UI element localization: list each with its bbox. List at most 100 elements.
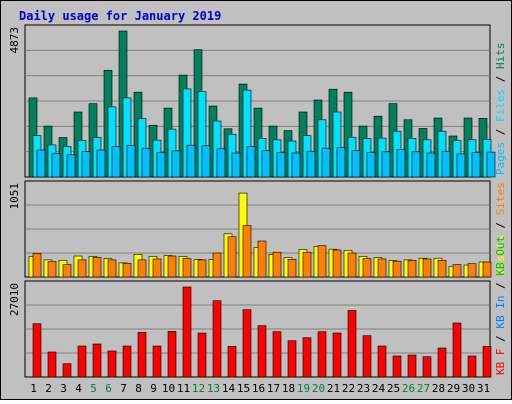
bar-kb-f	[242, 309, 252, 378]
x-tick-label: 9	[150, 382, 157, 395]
y-tick-label: 27010	[8, 283, 21, 316]
bar-pages	[471, 152, 481, 178]
bar-kb-f	[212, 300, 222, 378]
x-tick-label: 14	[222, 382, 236, 395]
x-tick-label: 22	[342, 382, 355, 395]
legend-separator: /	[494, 276, 507, 296]
x-tick-label: 1	[30, 382, 37, 395]
bar-kb-f	[272, 331, 282, 378]
bar-pages	[141, 147, 151, 178]
bar-pages	[66, 154, 76, 178]
bar-kb-f	[47, 351, 57, 378]
bar-pages	[396, 149, 406, 178]
bar-sites	[32, 253, 42, 278]
bar-sites	[137, 259, 147, 278]
x-tick-label: 31	[477, 382, 490, 395]
bar-pages	[261, 150, 271, 178]
bar-kb-f	[332, 332, 342, 378]
bar-sites	[197, 259, 207, 278]
bar-sites	[227, 236, 237, 278]
legend-item: Files	[494, 89, 507, 122]
bar-sites	[212, 252, 222, 278]
bar-sites	[167, 255, 177, 278]
legend-top: Pages / Files / Hits	[494, 43, 507, 176]
bar-pages	[306, 150, 316, 178]
bar-sites	[242, 225, 252, 278]
bar-kb-f	[182, 286, 192, 378]
bar-pages	[321, 147, 331, 178]
bar-kb-f	[482, 345, 492, 378]
bar-kb-f	[302, 337, 312, 378]
legend-bottom: KB F / KB In / KB Out	[494, 236, 507, 375]
legend-middle: Visits / Sites	[494, 182, 507, 275]
bar-sites	[377, 258, 387, 278]
bar-pages	[411, 151, 421, 178]
bar-sites	[422, 258, 432, 278]
legend-item: KB Out	[494, 236, 507, 276]
bar-kb-f	[32, 323, 42, 378]
bar-kb-f	[317, 331, 327, 378]
x-tick-label: 29	[447, 382, 460, 395]
x-tick-label: 2	[45, 382, 52, 395]
x-tick-label: 27	[417, 382, 430, 395]
bar-sites	[317, 245, 327, 278]
x-tick-label: 30	[462, 382, 475, 395]
bar-sites	[152, 258, 162, 278]
x-tick-label: 15	[237, 382, 250, 395]
bar-kb-f	[227, 345, 237, 378]
x-tick-label: 19	[297, 382, 310, 395]
x-tick-label: 8	[135, 382, 142, 395]
bar-sites	[452, 264, 462, 278]
y-tick-label: 4873	[8, 27, 21, 54]
bar-sites	[107, 259, 117, 278]
bar-sites	[77, 259, 87, 278]
bar-pages	[246, 146, 256, 178]
bar-pages	[291, 152, 301, 178]
bar-kb-f	[362, 335, 372, 378]
bar-pages	[366, 152, 376, 178]
legend-item: Visits	[494, 235, 507, 275]
bar-pages	[96, 149, 106, 178]
bar-kb-f	[257, 325, 267, 378]
bar-pages	[336, 147, 346, 178]
x-tick-label: 25	[387, 382, 400, 395]
legend-separator: /	[494, 329, 507, 349]
y-tick-label: 1051	[8, 183, 21, 210]
x-tick-label: 17	[267, 382, 280, 395]
bar-pages	[351, 150, 361, 178]
chart-title: Daily usage for January 2019	[19, 9, 221, 23]
bar-kb-f	[197, 332, 207, 378]
bar-sites	[122, 262, 132, 278]
x-tick-label: 18	[282, 382, 295, 395]
bar-kb-f	[347, 310, 357, 378]
bar-kb-f	[77, 345, 87, 378]
bar-kb-f	[62, 363, 72, 378]
bar-pages	[36, 149, 46, 178]
x-tick-label: 20	[312, 382, 325, 395]
x-tick-label: 23	[357, 382, 370, 395]
x-tick-label: 7	[120, 382, 127, 395]
bar-sites	[407, 259, 417, 278]
bar-sites	[62, 264, 72, 278]
bar-kb-f	[152, 345, 162, 378]
bar-sites	[302, 251, 312, 278]
bar-pages	[51, 153, 61, 178]
bar-sites	[392, 260, 402, 278]
legend-separator: /	[494, 69, 507, 89]
x-tick-label: 13	[207, 382, 220, 395]
bar-kb-f	[392, 355, 402, 378]
bar-pages	[171, 150, 181, 178]
bar-sites	[332, 249, 342, 278]
bar-kb-f	[137, 331, 147, 378]
bar-kb-f	[452, 322, 462, 378]
legend-item: KB In	[494, 296, 507, 329]
bar-pages	[111, 146, 121, 178]
bar-pages	[156, 152, 166, 178]
legend-item: Sites	[494, 182, 507, 215]
bar-pages	[126, 145, 136, 178]
bar-sites	[182, 258, 192, 278]
x-tick-label: 3	[60, 382, 67, 395]
bar-pages	[186, 144, 196, 178]
